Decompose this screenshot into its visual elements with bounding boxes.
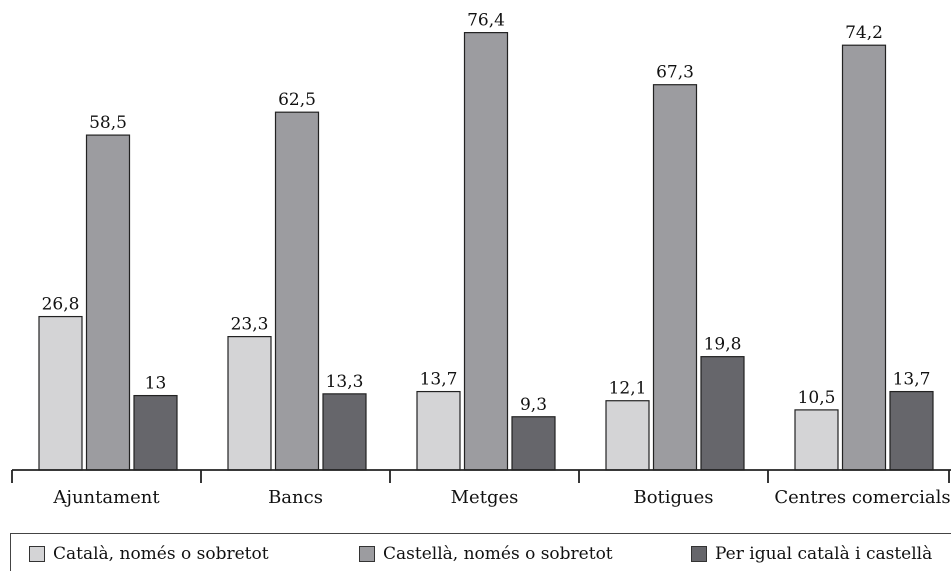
value-label-ajuntament-series-2: 13 bbox=[145, 374, 167, 394]
value-labels-group: 26,8 58,5 13 23,3 62,5 13,3 13,7 76,4 9,3 12,1 67,… bbox=[42, 11, 931, 415]
value-label-botigues-series-1: 67,3 bbox=[656, 63, 694, 83]
legend: Català, només o sobretot Castellà, només… bbox=[10, 533, 951, 571]
legend-swatch-catala bbox=[29, 546, 45, 562]
legend-item-castella: Castellà, només o sobretot bbox=[359, 544, 613, 564]
bar-botigues-series-2 bbox=[700, 356, 745, 471]
value-label-centres-comercials-series-2: 13,7 bbox=[893, 370, 931, 390]
value-label-bancs-series-1: 62,5 bbox=[278, 90, 316, 110]
legend-label-catala: Català, només o sobretot bbox=[53, 544, 269, 564]
bars-group bbox=[38, 32, 934, 471]
value-label-metges-series-1: 76,4 bbox=[467, 11, 505, 31]
value-label-ajuntament-series-1: 58,5 bbox=[89, 113, 127, 133]
legend-label-per-igual: Per igual català i castellà bbox=[715, 544, 933, 564]
legend-item-catala: Català, només o sobretot bbox=[29, 544, 269, 564]
value-label-bancs-series-0: 23,3 bbox=[231, 315, 269, 335]
bar-centres-comercials-series-2 bbox=[889, 390, 934, 471]
legend-label-castella: Castellà, només o sobretot bbox=[383, 544, 613, 564]
bar-metges-series-1 bbox=[463, 32, 509, 471]
bar-ajuntament-series-1 bbox=[85, 134, 131, 471]
category-label-metges: Metges bbox=[451, 487, 519, 508]
value-label-metges-series-0: 13,7 bbox=[420, 370, 458, 390]
bar-metges-series-2 bbox=[511, 416, 556, 471]
bar-ajuntament-series-2 bbox=[133, 394, 178, 471]
value-label-ajuntament-series-0: 26,8 bbox=[42, 295, 80, 315]
legend-swatch-castella bbox=[359, 546, 375, 562]
bar-bancs-series-1 bbox=[274, 111, 320, 471]
value-label-bancs-series-2: 13,3 bbox=[326, 372, 364, 392]
bar-bancs-series-0 bbox=[227, 336, 272, 471]
bar-metges-series-0 bbox=[416, 390, 461, 471]
value-label-botigues-series-0: 12,1 bbox=[609, 379, 647, 399]
category-label-centres-comercials: Centres comercials bbox=[774, 487, 950, 508]
bar-bancs-series-2 bbox=[322, 393, 367, 471]
x-axis bbox=[11, 469, 951, 483]
value-label-metges-series-2: 9,3 bbox=[520, 395, 547, 415]
category-label-botigues: Botigues bbox=[633, 487, 713, 508]
bar-botigues-series-1 bbox=[652, 84, 698, 471]
bar-centres-comercials-series-0 bbox=[794, 409, 839, 471]
value-label-centres-comercials-series-1: 74,2 bbox=[845, 23, 883, 43]
bar-ajuntament-series-0 bbox=[38, 315, 83, 471]
category-labels-group: Ajuntament Bancs Metges Botigues Centres com… bbox=[52, 487, 950, 508]
bar-chart: 26,8 58,5 13 23,3 62,5 13,3 13,7 76,4 9,3 12,1 67,… bbox=[11, 11, 951, 508]
category-label-bancs: Bancs bbox=[268, 487, 323, 508]
bar-centres-comercials-series-1 bbox=[841, 44, 887, 471]
category-label-ajuntament: Ajuntament bbox=[52, 487, 160, 508]
legend-swatch-per-igual bbox=[691, 546, 707, 562]
legend-item-per-igual: Per igual català i castellà bbox=[691, 544, 932, 564]
bar-botigues-series-0 bbox=[605, 400, 650, 471]
value-label-centres-comercials-series-0: 10,5 bbox=[798, 388, 836, 408]
value-label-botigues-series-2: 19,8 bbox=[704, 335, 742, 355]
